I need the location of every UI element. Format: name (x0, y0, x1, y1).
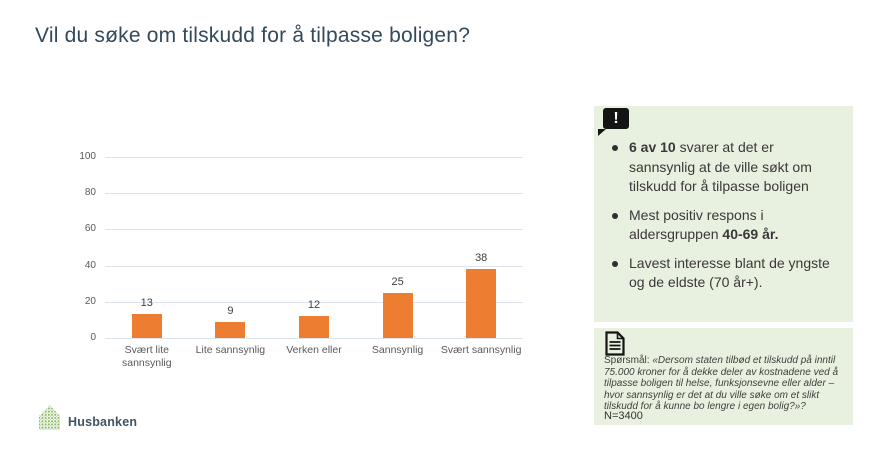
y-axis-tick-label: 20 (84, 295, 96, 307)
bar-value-label: 9 (227, 304, 234, 317)
bar-3 (299, 316, 329, 338)
y-axis-tick-label: 100 (79, 151, 96, 162)
logo-text: Husbanken (68, 414, 138, 429)
x-axis-category-label: Sannsynlig (371, 344, 424, 356)
x-axis-category-label: Verken eller (286, 344, 342, 356)
source-note: Spørsmål: «Dersom staten tilbød et tilsk… (604, 355, 846, 413)
insight-bullet-1: 6 av 10 svarer at det er sannsynlig at d… (610, 138, 841, 197)
husbanken-logo: Husbanken (38, 404, 137, 431)
bar-value-label: 12 (307, 299, 321, 312)
source-note-label: Spørsmål: (604, 355, 650, 366)
insight-list: 6 av 10 svarer at det er sannsynlig at d… (594, 106, 853, 293)
sample-size-label: N=3400 (604, 410, 643, 422)
gridline (105, 229, 523, 231)
bar-chart: 0 20 40 60 80 100 13 Svært lite sannsynlig 9 Lite… (79, 151, 523, 369)
bar-value-label: 38 (475, 252, 488, 265)
page-title: Vil du søke om tilskudd for å tilpasse b… (35, 24, 471, 47)
house-logo-icon (39, 405, 60, 430)
y-axis-tick-label: 0 (90, 332, 96, 343)
y-axis-tick-label: 80 (84, 187, 96, 199)
y-axis-tick-label: 40 (84, 259, 96, 271)
bar-value-label: 13 (140, 297, 153, 310)
gridline (105, 338, 523, 339)
insight-bullet-3: Lavest interesse blant de yngste og de e… (610, 254, 841, 293)
source-note-quote: «Dersom staten tilbød et tilskudd på inn… (604, 355, 839, 413)
x-axis-category-label: Lite sannsynlig (195, 344, 266, 356)
bar-5 (466, 269, 497, 338)
exclamation-bubble-tail (598, 129, 606, 136)
insight-bullet-2: Mest positiv respons i aldersgruppen 40-… (610, 206, 841, 245)
y-axis-tick-label: 60 (84, 223, 96, 235)
gridline (105, 157, 523, 158)
exclamation-bubble-icon (603, 108, 629, 129)
bar-value-label: 25 (391, 275, 404, 288)
bar-4 (382, 292, 413, 338)
document-icon (605, 331, 625, 356)
insights-panel: 6 av 10 svarer at det er sannsynlig at d… (594, 106, 853, 322)
bar-2 (215, 321, 246, 338)
source-panel: Spørsmål: «Dersom staten tilbød et tilsk… (594, 328, 853, 425)
gridline (105, 301, 523, 303)
bar-1 (131, 314, 162, 338)
x-axis-category-label: Svært lite sannsynlig (121, 344, 172, 369)
gridline (105, 265, 523, 267)
gridline (105, 193, 523, 195)
x-axis-category-label: Svært sannsynlig (440, 344, 522, 356)
